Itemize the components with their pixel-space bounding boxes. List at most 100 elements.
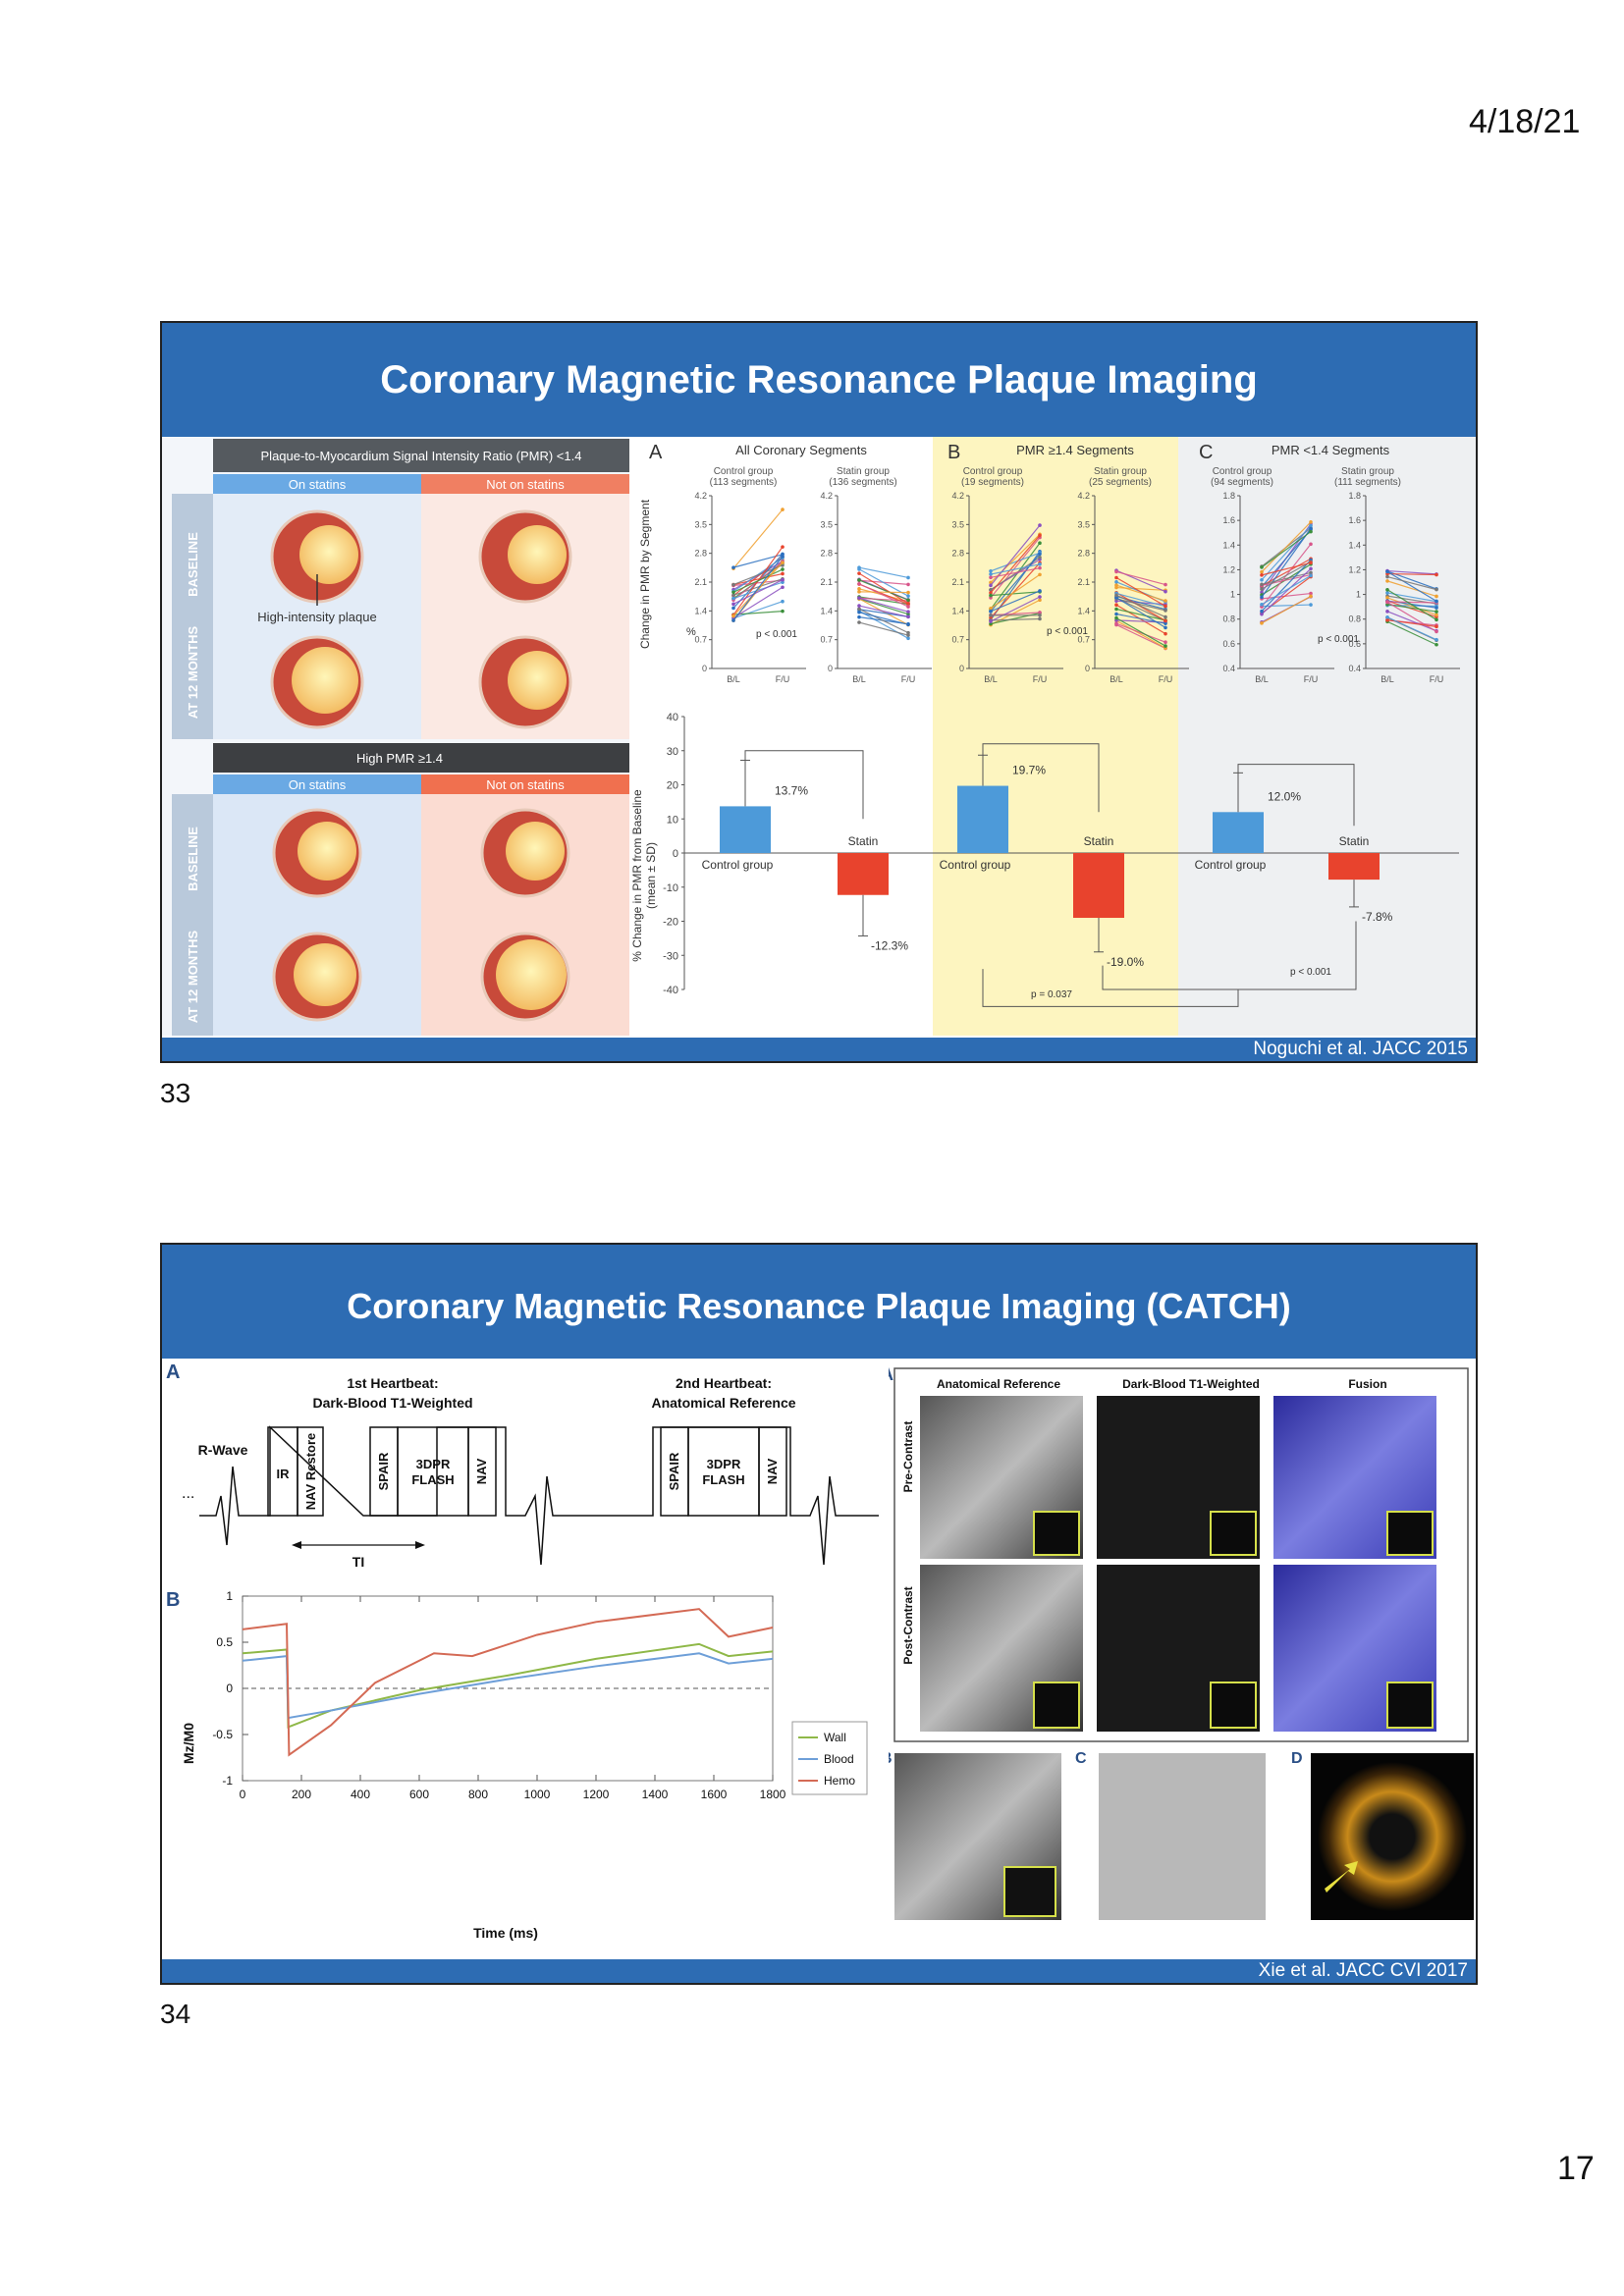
spaghetti-point bbox=[1309, 542, 1313, 547]
spaghetti-tick-label: 1.2 bbox=[1348, 564, 1361, 574]
spaghetti-line bbox=[732, 572, 784, 586]
spaghetti-tick-label: 0 bbox=[702, 664, 707, 673]
spaghetti-point bbox=[906, 602, 910, 606]
bar-series-label: Statin bbox=[1084, 834, 1114, 848]
spaghetti-line bbox=[1261, 525, 1312, 581]
spaghetti-line bbox=[1115, 597, 1166, 622]
artery-on-12m-2-lumen bbox=[294, 943, 356, 1006]
spaghetti-point bbox=[1435, 606, 1438, 610]
nav-label-1: NAV bbox=[474, 1458, 489, 1484]
spaghetti-point bbox=[781, 609, 785, 614]
spaghetti-point bbox=[781, 571, 785, 576]
spaghetti-line bbox=[732, 586, 784, 619]
artery-off-baseline-lumen bbox=[508, 525, 567, 584]
spaghetti-line bbox=[990, 599, 1041, 626]
spaghetti-point bbox=[1385, 587, 1389, 592]
spaghetti-point bbox=[906, 630, 910, 635]
spaghetti-line bbox=[1261, 571, 1312, 585]
spaghetti-point bbox=[989, 593, 993, 598]
spaghetti-line bbox=[990, 612, 1041, 616]
panel-b-title: PMR ≥1.4 Segments bbox=[1016, 443, 1134, 457]
spaghetti-point bbox=[731, 596, 735, 601]
magnetization-chart: B Mz/M0 Time (ms) 1 0.5 0 -0.5 -1 0 200 400 600 8… bbox=[166, 1589, 868, 1941]
spaghetti-tick-label: 2.8 bbox=[1077, 549, 1090, 559]
spaghetti-tick-label: 0.7 bbox=[951, 635, 964, 645]
spair-label-2: SPAIR bbox=[667, 1452, 681, 1490]
spaghetti-point bbox=[1038, 552, 1042, 557]
spaghetti-line bbox=[1261, 561, 1312, 576]
spaghetti-tick-label: 4.2 bbox=[820, 491, 833, 501]
nav-restore-label: NAV Restore bbox=[303, 1433, 318, 1511]
hb1-title-b: Dark-Blood T1-Weighted bbox=[312, 1395, 472, 1411]
panel-a-letter: A bbox=[649, 442, 663, 463]
spaghetti-point bbox=[1114, 612, 1118, 616]
bar-tick-label: 30 bbox=[667, 746, 678, 758]
spaghetti-line bbox=[990, 596, 1041, 622]
spaghetti-point bbox=[1114, 607, 1118, 612]
spaghetti-point bbox=[857, 620, 861, 624]
a-control-label: Control group bbox=[714, 466, 774, 477]
artery-on-baseline-lumen bbox=[299, 525, 358, 584]
spaghetti-line bbox=[1386, 589, 1437, 620]
nav-label-2: NAV bbox=[765, 1458, 780, 1484]
spaghetti-point bbox=[906, 614, 910, 619]
spaghetti-line bbox=[1386, 569, 1437, 575]
hb1-title-a: 1st Heartbeat: bbox=[347, 1375, 438, 1391]
spaghetti-line bbox=[732, 568, 784, 593]
panel-c-highlight bbox=[1178, 437, 1476, 1036]
bar-tick-label: -40 bbox=[663, 985, 678, 996]
spaghetti-point bbox=[1038, 595, 1042, 599]
ir-label: IR bbox=[277, 1467, 291, 1481]
flash-label-2b: FLASH bbox=[702, 1472, 744, 1487]
spaghetti-line bbox=[1115, 619, 1166, 649]
row-label-bg-2 bbox=[172, 794, 213, 1036]
spaghetti-line bbox=[1115, 576, 1166, 608]
spaghetti-point bbox=[1114, 621, 1118, 625]
spaghetti-tick-label: 1.4 bbox=[694, 606, 707, 615]
spaghetti-point bbox=[1435, 599, 1438, 604]
mz-curve-hemo bbox=[242, 1608, 774, 1757]
spaghetti-point bbox=[1038, 565, 1042, 570]
pvalue-bc: p < 0.001 bbox=[1290, 967, 1331, 978]
spaghetti-point bbox=[1385, 617, 1389, 622]
spaghetti-tick-label: 3.5 bbox=[951, 519, 964, 529]
spaghetti-point bbox=[1038, 541, 1042, 546]
mz-legend-label: Blood bbox=[824, 1752, 854, 1766]
spaghetti-point bbox=[989, 610, 993, 614]
spaghetti-line bbox=[858, 572, 909, 605]
spaghetti-line bbox=[1115, 617, 1166, 647]
spaghetti-point bbox=[781, 561, 785, 564]
spaghetti-point bbox=[1309, 526, 1313, 531]
spaghetti-point bbox=[1164, 644, 1167, 648]
bar-value-label: 12.0% bbox=[1268, 789, 1301, 803]
dots-label: ... bbox=[182, 1485, 194, 1502]
pct-change-bar-chart: 40 30 20 10 0 -10 -20 -30 -40 13.7% Control group 1… bbox=[663, 712, 1459, 1007]
top-header-bar bbox=[213, 439, 629, 472]
spaghetti-line bbox=[1261, 574, 1312, 606]
artery-off-baseline-2-lumen bbox=[506, 822, 565, 881]
spaghetti-tick-label: 1.4 bbox=[820, 606, 833, 615]
spaghetti-point bbox=[1260, 573, 1264, 577]
mz-x-tick-label: 1800 bbox=[760, 1788, 786, 1801]
spaghetti-point bbox=[1309, 570, 1313, 575]
row-12m-label-2: AT 12 MONTHS bbox=[186, 930, 200, 1023]
spaghetti-line bbox=[1386, 611, 1437, 632]
spaghetti-line bbox=[1115, 608, 1166, 621]
spaghetti-point bbox=[1435, 617, 1438, 622]
slide-citation: Noguchi et al. JACC 2015 bbox=[162, 1038, 1476, 1061]
significance-bracket bbox=[982, 743, 1100, 813]
bar-value-label: 19.7% bbox=[1012, 764, 1046, 777]
spaghetti-point bbox=[906, 605, 910, 609]
spaghetti-point bbox=[1435, 637, 1438, 642]
spaghetti-point bbox=[1435, 587, 1438, 592]
spaghetti-point bbox=[989, 568, 993, 573]
spaghetti-point bbox=[781, 555, 785, 559]
significance-bracket bbox=[1102, 921, 1357, 990]
spaghetti-point bbox=[731, 565, 735, 569]
spaghetti-line bbox=[858, 597, 909, 613]
spaghetti-point bbox=[1038, 611, 1042, 614]
spaghetti-point bbox=[1309, 561, 1313, 565]
spaghetti-point bbox=[1038, 555, 1042, 560]
spaghetti-tick-label: 3.5 bbox=[694, 519, 707, 529]
spaghetti-line bbox=[732, 601, 784, 619]
